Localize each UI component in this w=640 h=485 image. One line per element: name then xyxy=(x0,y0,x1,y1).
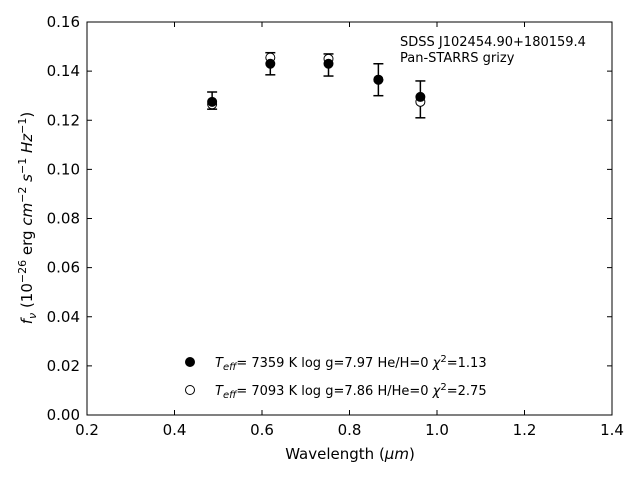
annotation-line-2: Pan-STARRS grizy xyxy=(400,51,515,66)
data-point-filled xyxy=(207,96,218,107)
data-point-filled xyxy=(415,91,426,102)
y-tick-label: 0.04 xyxy=(47,308,80,326)
errorbar-group xyxy=(207,51,426,119)
y-tick-label: 0.10 xyxy=(47,160,80,178)
annotation-line-1: SDSS J102454.90+180159.4 xyxy=(400,35,586,50)
legend: Teff= 7359 K log g=7.97 He/H=0 χ2=1.13 T… xyxy=(185,354,487,401)
x-tick-label: 0.2 xyxy=(75,421,99,439)
points-group xyxy=(207,52,426,110)
y-tick-label: 0.16 xyxy=(47,13,80,31)
y-tick-label: 0.06 xyxy=(47,259,80,277)
x-tick-label: 1.4 xyxy=(600,421,624,439)
plot-frame xyxy=(86,21,613,416)
y-tick-label: 0.00 xyxy=(47,406,80,424)
legend-label-open: Teff= 7093 K log g=7.86 H/He=0 χ2=2.75 xyxy=(215,382,487,401)
x-tick-label: 0.4 xyxy=(163,421,187,439)
tick-group: 0.2 0.4 0.6 0.8 1.0 1.2 1.4 0.00 0.02 0.04 0.06 0.0… xyxy=(47,13,624,439)
legend-marker-filled xyxy=(185,357,195,367)
legend-marker-open xyxy=(185,385,195,395)
y-axis-title: fν (10−26 erg cm−2 s−1 Hz−1) xyxy=(16,112,39,325)
x-tick-label: 1.0 xyxy=(425,421,449,439)
y-tick-label: 0.12 xyxy=(47,111,80,129)
legend-label-filled: Teff= 7359 K log g=7.97 He/H=0 χ2=1.13 xyxy=(215,354,487,373)
x-tick-label: 1.2 xyxy=(513,421,537,439)
y-tick-label: 0.02 xyxy=(47,357,80,375)
x-tick-label: 0.8 xyxy=(338,421,362,439)
x-axis-title: Wavelength (μm) xyxy=(285,445,415,463)
data-point-filled xyxy=(373,74,384,85)
x-tick-label: 0.6 xyxy=(250,421,274,439)
data-point-filled xyxy=(265,58,276,69)
y-tick-label: 0.08 xyxy=(47,210,80,228)
data-point-filled xyxy=(323,58,334,69)
y-tick-label: 0.14 xyxy=(47,62,80,80)
